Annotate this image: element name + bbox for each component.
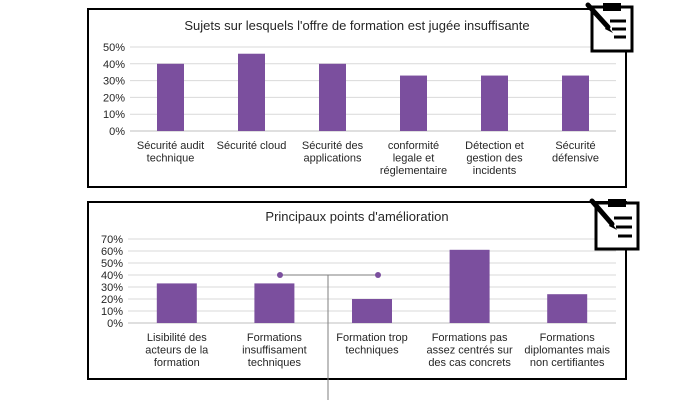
- bar: [449, 249, 490, 323]
- y-tick-label: 40%: [103, 59, 125, 71]
- x-tick-label: technique: [147, 153, 195, 165]
- y-tick-label: 0%: [109, 126, 125, 138]
- x-tick-label: acteurs de la: [145, 345, 209, 357]
- x-tick-label: Formations: [247, 332, 303, 344]
- x-tick-label: réglementaire: [380, 165, 447, 177]
- chart-1-gridlines: [130, 46, 616, 132]
- chart-2: Principaux points d'amélioration 0%10%20…: [87, 201, 627, 380]
- y-tick-label: 10%: [103, 109, 125, 121]
- chart-1-title: Sujets sur lesquels l'offre de formation…: [184, 18, 529, 33]
- x-tick-label: gestion des: [466, 153, 523, 165]
- y-tick-label: 30%: [103, 76, 125, 88]
- y-tick-label: 70%: [101, 234, 123, 246]
- x-tick-label: legale et: [393, 153, 435, 165]
- x-tick-label: Lisibilité des: [147, 332, 207, 344]
- connector-handle-right[interactable]: [375, 272, 381, 278]
- bar: [400, 75, 427, 131]
- bar: [481, 75, 508, 131]
- x-tick-label: Sécurité: [555, 140, 595, 152]
- x-tick-label: non certifiantes: [530, 357, 605, 369]
- bar: [352, 299, 392, 323]
- bar: [562, 75, 589, 131]
- y-tick-label: 40%: [101, 270, 123, 282]
- x-tick-label: formation: [154, 357, 200, 369]
- y-tick-label: 0%: [107, 318, 123, 330]
- x-tick-label: Sécurité audit: [137, 140, 204, 152]
- x-tick-label: techniques: [248, 357, 302, 369]
- chart-2-title: Principaux points d'amélioration: [265, 209, 448, 224]
- y-tick-label: 20%: [101, 294, 123, 306]
- x-tick-label: Formations pas: [432, 332, 508, 344]
- clipboard-pencil-icon: [589, 198, 640, 251]
- x-tick-label: incidents: [473, 165, 517, 177]
- x-tick-label: assez centrés sur: [426, 345, 513, 357]
- x-tick-label: des cas concrets: [428, 357, 511, 369]
- x-tick-label: Formation trop: [336, 332, 408, 344]
- x-tick-label: conformité: [388, 140, 439, 152]
- x-tick-label: diplomantes mais: [524, 345, 610, 357]
- bar: [254, 283, 295, 323]
- y-tick-label: 50%: [101, 258, 123, 270]
- y-tick-label: 10%: [101, 306, 123, 318]
- bar: [319, 63, 346, 131]
- bar: [156, 283, 197, 323]
- y-tick-label: 20%: [103, 92, 125, 104]
- x-tick-label: insuffisament: [242, 345, 307, 357]
- y-tick-label: 50%: [103, 42, 125, 54]
- chart-1-y-axis: 0% 10% 20% 30% 40% 50%: [103, 42, 125, 138]
- x-tick-label: techniques: [345, 345, 399, 357]
- y-tick-label: 30%: [101, 282, 123, 294]
- bar: [547, 294, 588, 323]
- y-tick-label: 60%: [101, 246, 123, 258]
- connector-line[interactable]: [277, 272, 381, 400]
- chart-2-bars: [156, 249, 588, 323]
- chart-1-bars: [157, 53, 589, 131]
- x-tick-label: Sécurité cloud: [217, 140, 287, 152]
- bar: [157, 63, 184, 131]
- bar: [238, 53, 265, 131]
- x-tick-label: applications: [303, 153, 362, 165]
- clipboard-pencil-icon: [585, 2, 634, 53]
- x-tick-label: Détection et: [465, 140, 524, 152]
- connector-handle-left[interactable]: [277, 272, 283, 278]
- x-tick-label: défensive: [552, 153, 599, 165]
- chart-1: Sujets sur lesquels l'offre de formation…: [87, 8, 627, 188]
- chart-2-y-axis: 0%10%20%30%40%50%60%70%: [101, 234, 123, 330]
- x-tick-label: Sécurité des: [302, 140, 364, 152]
- x-tick-label: Formations: [540, 332, 596, 344]
